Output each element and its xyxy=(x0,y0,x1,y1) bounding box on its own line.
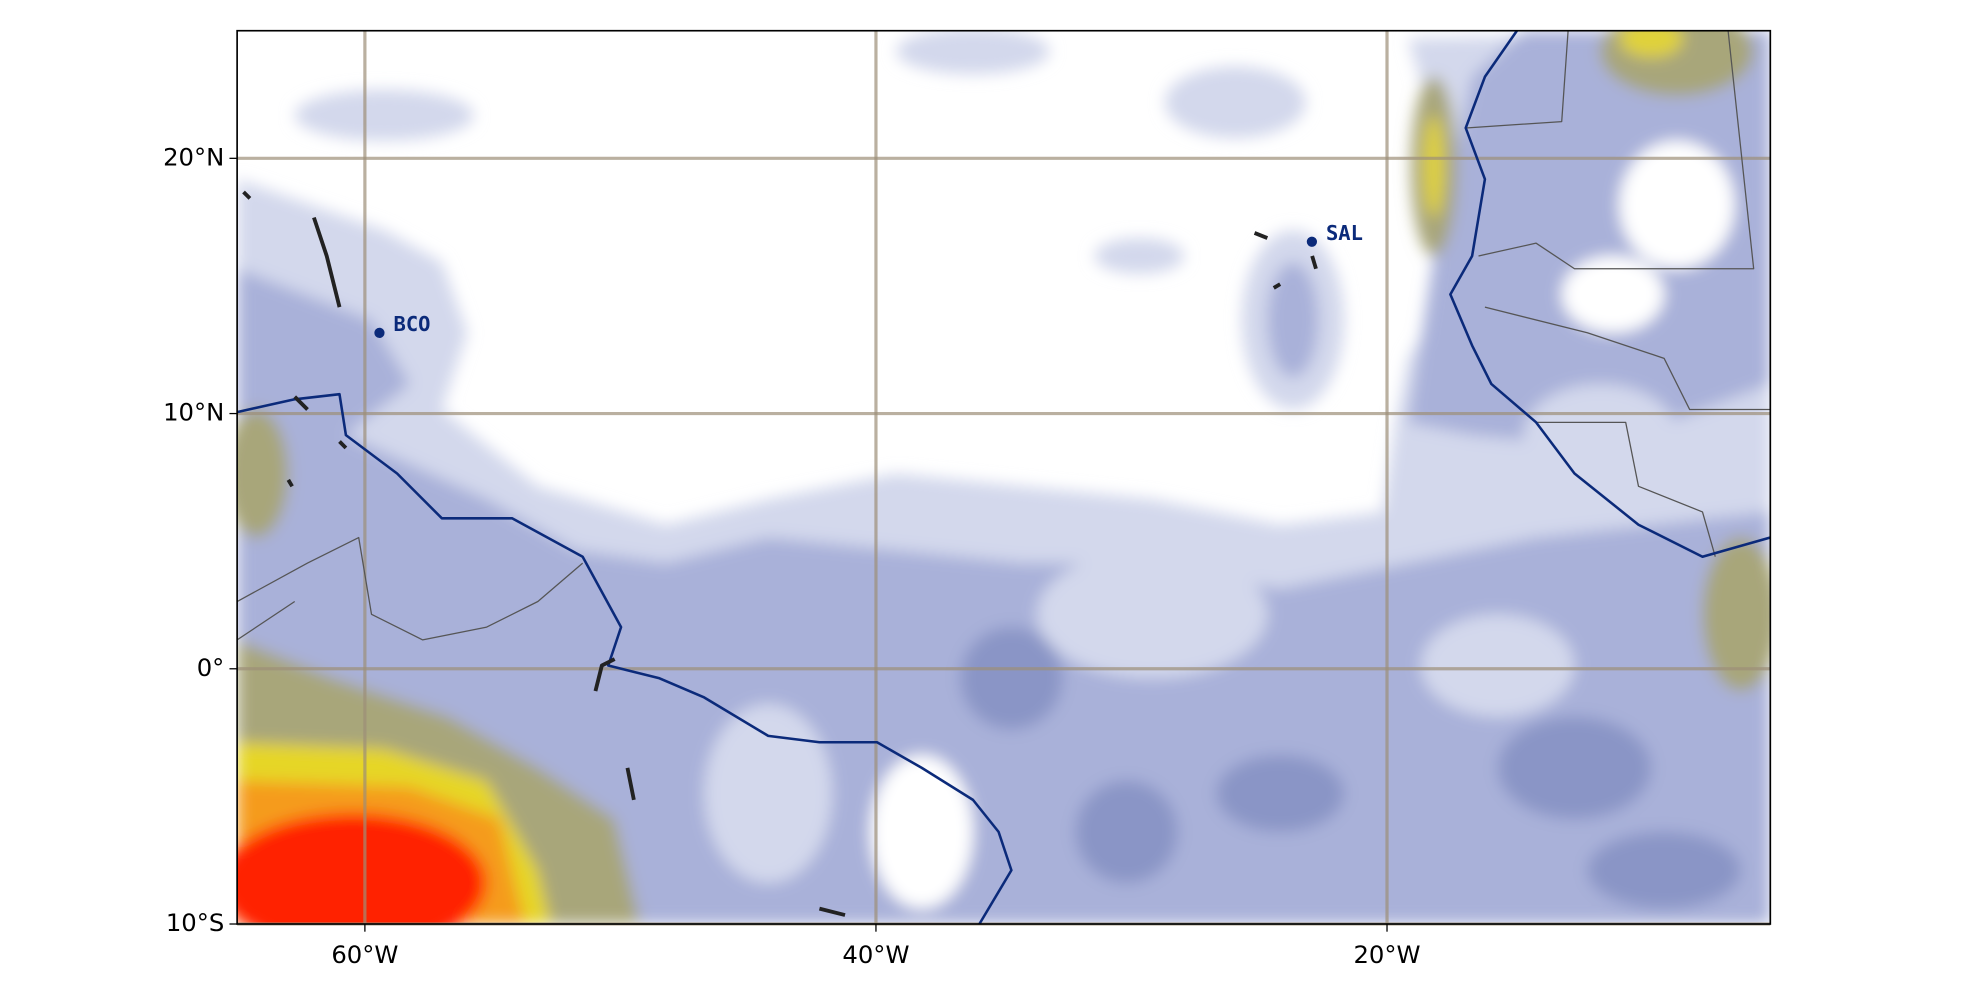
map-frame xyxy=(236,29,1772,925)
station-point xyxy=(374,327,385,339)
station-label: SAL xyxy=(1326,221,1363,245)
station-point xyxy=(1306,236,1318,247)
station-label: BCO xyxy=(394,312,431,336)
x-tick-label: 40°W xyxy=(842,940,909,969)
y-tick-label: 10°S xyxy=(166,908,225,937)
y-tick-label: 10°N xyxy=(163,398,224,427)
y-tick-label: 0° xyxy=(197,653,225,682)
ticks: 60°W 40°W 20°W 20°N 10°N 0° 10°S xyxy=(163,142,1420,969)
y-tick-label: 20°N xyxy=(163,142,224,171)
coastlines xyxy=(236,29,1771,925)
stations: BCO SAL xyxy=(374,221,1363,339)
x-tick-label: 20°W xyxy=(1353,940,1420,969)
field xyxy=(237,30,1771,925)
x-tick-label: 60°W xyxy=(331,940,398,969)
